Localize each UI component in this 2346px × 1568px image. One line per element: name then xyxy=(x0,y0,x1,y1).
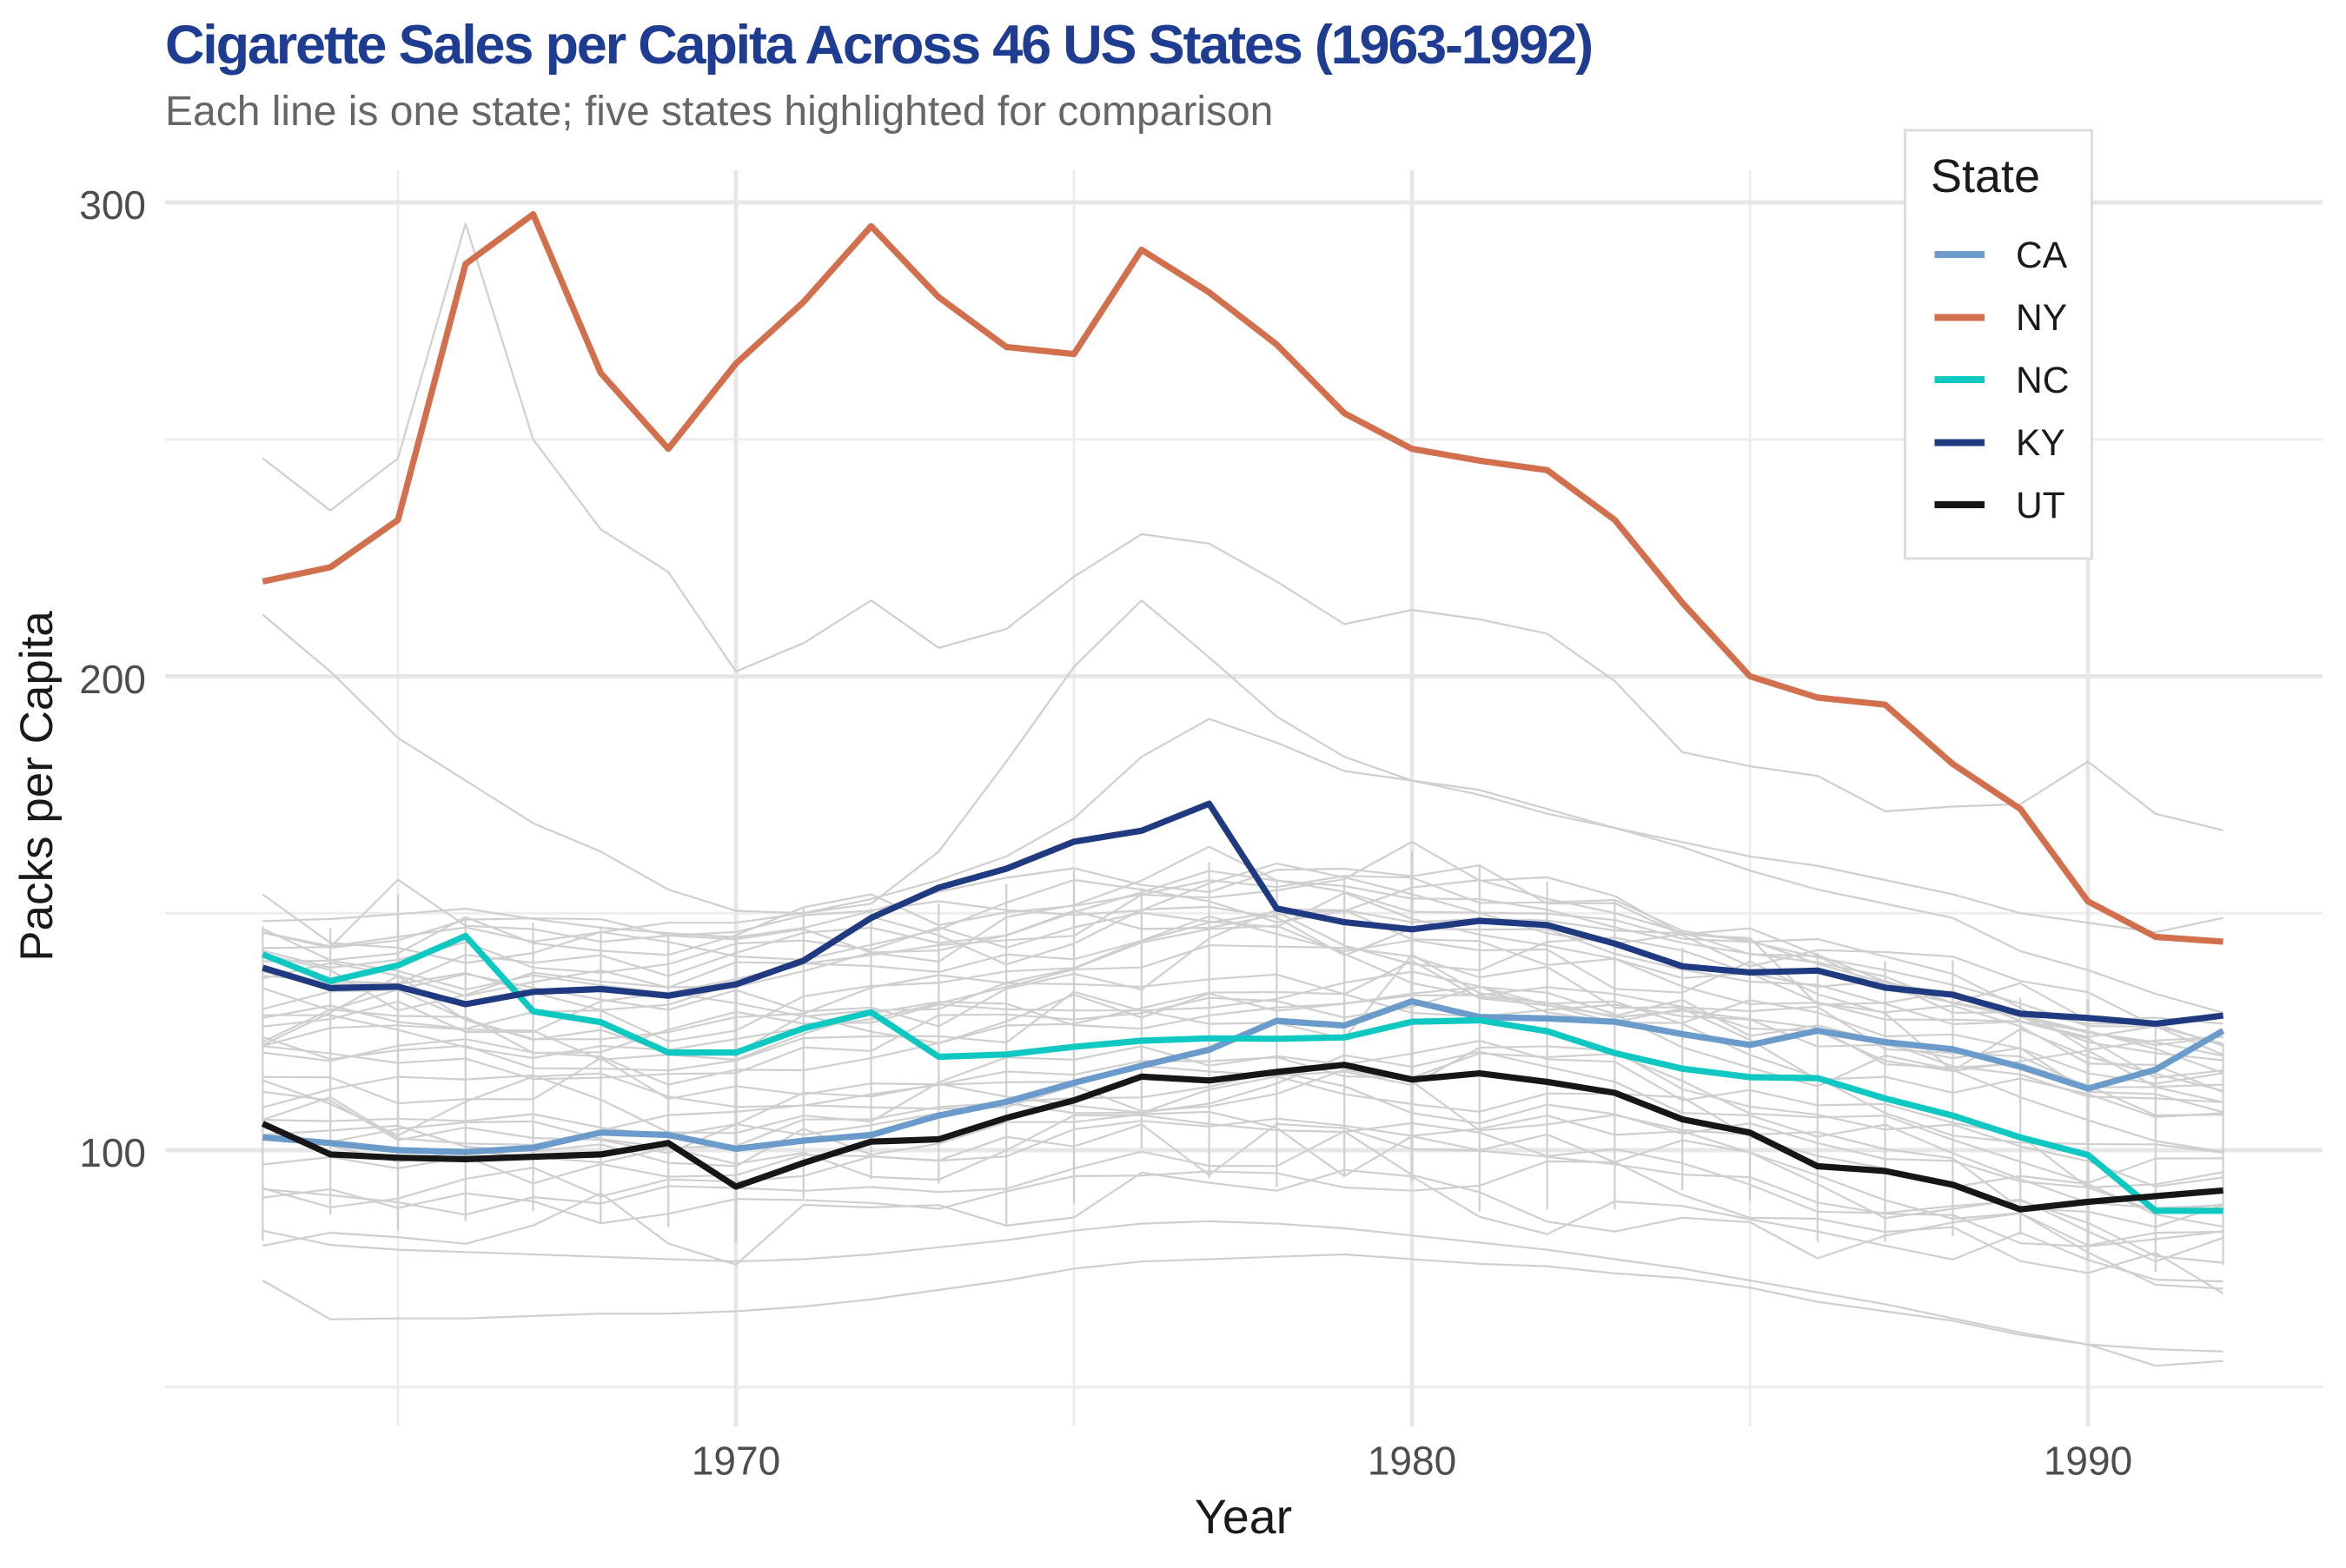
svg-text:Year: Year xyxy=(1195,1490,1292,1544)
svg-text:1980: 1980 xyxy=(1368,1439,1456,1484)
svg-text:100: 100 xyxy=(79,1130,146,1175)
svg-text:Packs per Capita: Packs per Capita xyxy=(11,611,63,962)
svg-text:State: State xyxy=(1931,150,2040,202)
svg-text:UT: UT xyxy=(2016,486,2065,526)
svg-text:NY: NY xyxy=(2016,298,2067,339)
svg-text:Each line is one state; five s: Each line is one state; five states high… xyxy=(165,89,1273,135)
svg-text:KY: KY xyxy=(2016,423,2065,464)
svg-text:1970: 1970 xyxy=(692,1439,780,1484)
svg-text:NC: NC xyxy=(2016,361,2069,401)
svg-text:Cigarette Sales per Capita Acr: Cigarette Sales per Capita Across 46 US … xyxy=(165,15,1592,76)
svg-text:CA: CA xyxy=(2016,235,2068,276)
svg-text:300: 300 xyxy=(79,182,146,228)
svg-text:200: 200 xyxy=(79,657,146,702)
svg-text:1990: 1990 xyxy=(2044,1439,2132,1484)
